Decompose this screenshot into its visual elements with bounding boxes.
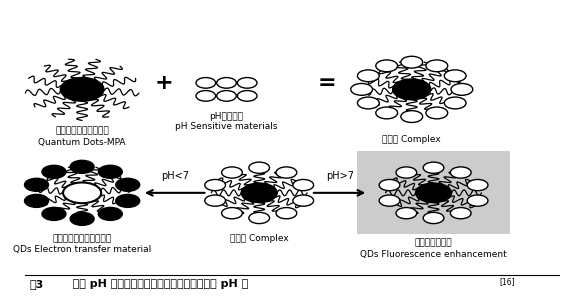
Circle shape [423, 162, 444, 173]
Text: 复合物 Complex: 复合物 Complex [230, 234, 289, 243]
Circle shape [351, 83, 372, 95]
Circle shape [293, 195, 314, 206]
Text: Quantum Dots-MPA: Quantum Dots-MPA [38, 138, 126, 147]
Circle shape [24, 194, 49, 207]
Circle shape [396, 208, 416, 219]
Circle shape [379, 179, 400, 191]
Circle shape [426, 107, 447, 119]
Circle shape [401, 111, 423, 122]
Circle shape [416, 183, 451, 203]
Text: [16]: [16] [499, 277, 515, 286]
Circle shape [237, 91, 257, 101]
Circle shape [379, 195, 400, 206]
Circle shape [221, 208, 242, 219]
Text: +: + [155, 73, 173, 94]
Circle shape [423, 212, 444, 224]
Circle shape [42, 165, 66, 178]
Circle shape [24, 178, 49, 191]
Circle shape [42, 207, 66, 220]
Text: QDs Fluorescence enhancement: QDs Fluorescence enhancement [360, 249, 507, 259]
Text: 使用 pH 敏感恶嗪染料配基修饰的量子点检测 pH 值: 使用 pH 敏感恶嗪染料配基修饰的量子点检测 pH 值 [61, 279, 248, 289]
Circle shape [358, 70, 379, 82]
Circle shape [451, 83, 473, 95]
Circle shape [376, 107, 398, 119]
Circle shape [467, 179, 488, 191]
Circle shape [70, 212, 94, 225]
Circle shape [276, 167, 297, 178]
Circle shape [293, 179, 314, 191]
Circle shape [217, 78, 236, 88]
Circle shape [98, 165, 122, 178]
Circle shape [241, 183, 277, 203]
Circle shape [426, 60, 447, 72]
Circle shape [237, 78, 257, 88]
Circle shape [70, 160, 94, 173]
Circle shape [217, 91, 236, 101]
Text: QDs Electron transfer material: QDs Electron transfer material [13, 245, 151, 255]
Text: 量子点荧光增强: 量子点荧光增强 [415, 239, 453, 248]
Circle shape [249, 212, 270, 224]
Circle shape [444, 97, 466, 109]
Circle shape [450, 208, 471, 219]
Text: 巰基丙酸修飾的量子點: 巰基丙酸修飾的量子點 [55, 126, 109, 135]
Circle shape [205, 179, 225, 191]
Circle shape [450, 167, 471, 178]
Text: =: = [318, 73, 337, 94]
Circle shape [401, 56, 423, 68]
Circle shape [60, 78, 104, 101]
Text: 图3: 图3 [29, 279, 44, 289]
Circle shape [276, 208, 297, 219]
Circle shape [396, 167, 416, 178]
Text: pH Sensitive materials: pH Sensitive materials [175, 122, 278, 131]
Bar [357, 151, 510, 234]
Circle shape [196, 78, 216, 88]
Circle shape [376, 60, 398, 72]
Circle shape [196, 91, 216, 101]
Text: 复合物 Complex: 复合物 Complex [383, 135, 441, 144]
Circle shape [393, 79, 431, 100]
Circle shape [63, 182, 101, 203]
Text: pH>7: pH>7 [326, 171, 354, 181]
Circle shape [221, 167, 242, 178]
Circle shape [116, 194, 140, 207]
Circle shape [116, 178, 140, 191]
Circle shape [205, 195, 225, 206]
Circle shape [249, 162, 270, 173]
Circle shape [98, 207, 122, 220]
Circle shape [444, 70, 466, 82]
Text: pH<7: pH<7 [161, 171, 189, 181]
Circle shape [467, 195, 488, 206]
Text: pH敏感材料: pH敏感材料 [210, 112, 244, 121]
Text: 电子从量子点转移至材料: 电子从量子点转移至材料 [53, 234, 112, 243]
Circle shape [358, 97, 379, 109]
